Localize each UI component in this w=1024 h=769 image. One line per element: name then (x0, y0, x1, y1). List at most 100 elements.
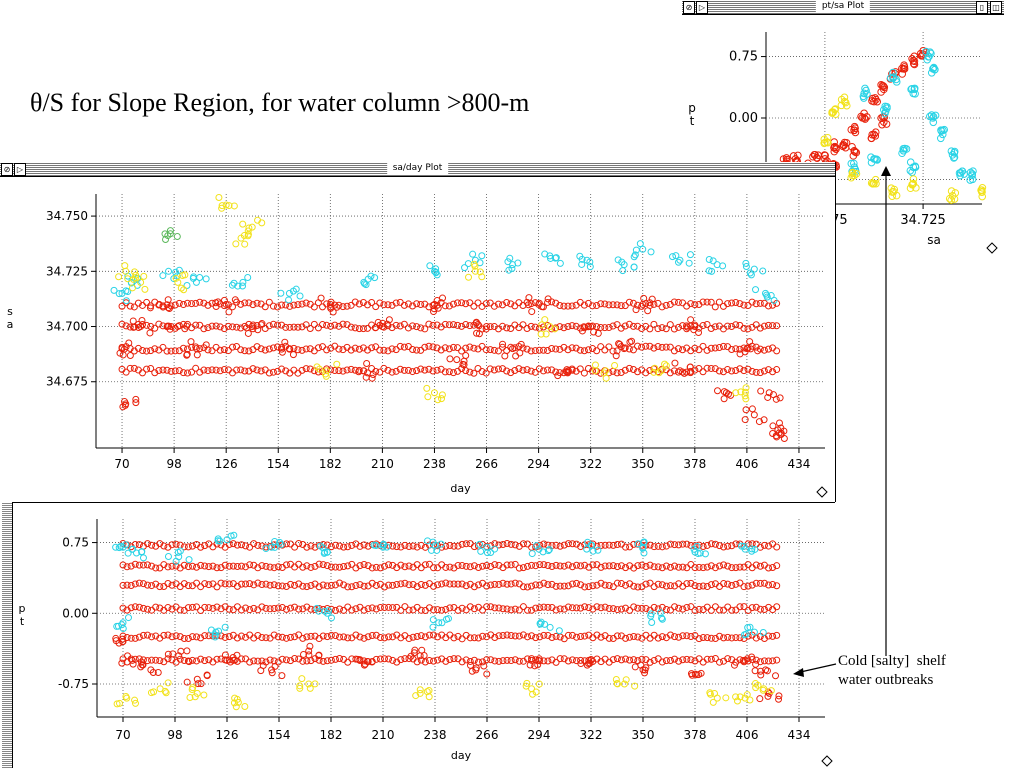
data-point-red (400, 366, 408, 374)
data-point-red (132, 395, 140, 403)
data-point-red (670, 325, 678, 333)
data-point-red (474, 563, 482, 571)
data-point-red (446, 541, 454, 549)
data-point-yellow (741, 694, 749, 702)
data-point-red (691, 564, 699, 572)
data-point-red (495, 541, 503, 549)
annotation-line1: Cold [salty] shelf (838, 653, 946, 669)
data-point-red (174, 323, 182, 331)
data-point-red (487, 563, 495, 571)
data-point-red (204, 301, 212, 309)
data-point-red (724, 562, 732, 570)
data-point-red (425, 631, 433, 639)
data-point-red (707, 655, 715, 663)
data-point-cyan (546, 623, 554, 631)
data-point-red (454, 561, 462, 569)
data-point-red (556, 345, 564, 353)
data-point-cyan (938, 130, 947, 139)
data-point-red (148, 582, 156, 590)
data-point-yellow (248, 223, 256, 231)
zoom-icon[interactable]: ▷ (14, 163, 26, 176)
data-point-red (323, 346, 331, 354)
data-point-red (193, 633, 201, 641)
data-point-red (459, 360, 467, 368)
data-point-cyan (740, 542, 748, 550)
data-point-red (568, 631, 576, 639)
data-point-red (605, 324, 613, 332)
data-point-red (511, 560, 519, 568)
data-point-red (654, 325, 662, 333)
data-point-red (441, 320, 449, 328)
x-tick-label: 70 (114, 457, 129, 471)
data-point-red (176, 606, 184, 614)
saday-titlebar[interactable]: ⊘ ▷ sa/day Plot (0, 162, 835, 177)
x-tick-label: 154 (267, 457, 290, 471)
data-point-red (368, 604, 376, 612)
data-point-red (564, 631, 572, 639)
data-point-red (613, 606, 621, 614)
data-point-red (249, 321, 257, 329)
data-point-red (233, 582, 241, 590)
data-point-red (675, 563, 683, 571)
data-point-red (568, 344, 576, 352)
data-point-red (458, 540, 466, 548)
data-point-red (270, 631, 278, 639)
x-axis-label: day (450, 482, 471, 495)
data-point-red (744, 301, 752, 309)
data-point-red (527, 347, 535, 355)
copy-icon[interactable]: ◫ (990, 1, 1002, 14)
ptsa-window-title: pt/sa Plot (815, 0, 871, 13)
data-point-red (589, 582, 597, 590)
data-point-red (495, 604, 503, 612)
data-point-red (525, 294, 533, 302)
data-point-red (534, 661, 542, 669)
data-point-red (693, 671, 701, 679)
data-point-red (134, 299, 142, 307)
data-point-yellow (179, 271, 187, 279)
data-point-red (127, 604, 135, 612)
data-point-cyan (742, 630, 750, 638)
data-point-cyan (122, 287, 130, 295)
data-point-red (850, 126, 858, 134)
data-point-cyan (124, 614, 132, 622)
data-point-red (615, 340, 623, 348)
data-point-red (344, 658, 352, 666)
data-point-cyan (170, 275, 178, 283)
data-point-red (315, 652, 323, 660)
data-point-red (736, 540, 744, 548)
close-icon[interactable]: ⊘ (683, 1, 695, 14)
data-point-red (458, 299, 466, 307)
data-point-red (524, 301, 532, 309)
data-point-cyan (763, 291, 771, 299)
data-point-red (515, 342, 523, 350)
data-point-yellow (620, 680, 628, 688)
close-icon[interactable]: ⊘ (1, 163, 13, 176)
ptsa-titlebar[interactable]: ⊘ ▷ pt/sa Plot ▯ ◫ (682, 0, 1004, 15)
data-point-red (123, 581, 131, 589)
data-point-red (666, 631, 674, 639)
data-point-red (254, 579, 262, 587)
zoom-icon[interactable]: ▷ (696, 1, 708, 14)
data-point-red (528, 308, 536, 316)
data-point-red (229, 562, 237, 570)
data-point-red (540, 540, 548, 548)
x-axis-label: day (451, 749, 472, 762)
data-point-red (560, 324, 568, 332)
data-point-red (621, 322, 629, 330)
data-point-red (499, 541, 507, 549)
data-point-red (430, 305, 438, 313)
data-point-cyan (640, 538, 648, 546)
data-point-yellow (824, 138, 832, 147)
data-point-red (479, 562, 487, 570)
data-point-yellow (186, 694, 194, 702)
data-point-red (532, 562, 540, 570)
data-point-red (626, 656, 634, 664)
data-point-red (397, 561, 405, 569)
data-point-yellow (655, 369, 663, 377)
page-icon[interactable]: ▯ (976, 1, 988, 14)
data-point-red (675, 541, 683, 549)
data-point-red (503, 580, 511, 588)
data-point-red (319, 321, 327, 329)
data-point-red (716, 632, 724, 640)
data-point-red (220, 296, 228, 304)
